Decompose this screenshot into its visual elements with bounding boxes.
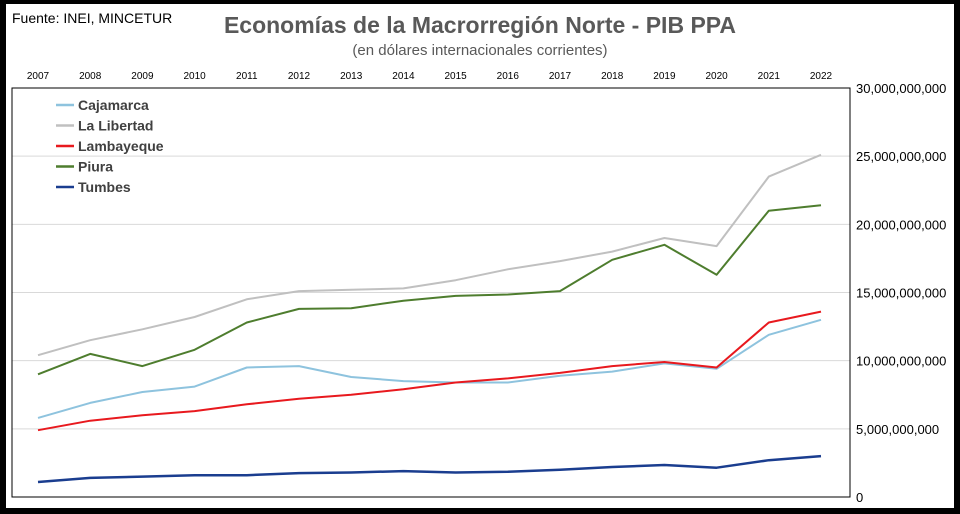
x-tick-label: 2007 [27, 71, 50, 82]
x-tick-label: 2022 [810, 71, 833, 82]
x-tick-label: 2010 [183, 71, 206, 82]
y-tick-label: 20,000,000,000 [856, 217, 946, 232]
y-tick-label: 15,000,000,000 [856, 286, 946, 301]
series-line-la-libertad [37, 153, 822, 357]
x-tick-label: 2017 [549, 71, 572, 82]
x-tick-label: 2012 [288, 71, 311, 82]
y-tick-label: 10,000,000,000 [856, 354, 946, 369]
x-tick-label: 2008 [79, 71, 102, 82]
legend-label: Tumbes [78, 179, 131, 195]
chart-subtitle: (en dólares internacionales corrientes) [352, 42, 608, 59]
source-note: Fuente: INEI, MINCETUR [12, 10, 173, 26]
x-tick-label: 2014 [392, 71, 415, 82]
x-tick-label: 2015 [444, 71, 467, 82]
y-tick-label: 25,000,000,000 [856, 149, 946, 164]
x-tick-label: 2018 [601, 71, 624, 82]
series-line-piura [37, 204, 822, 376]
legend-label: Cajamarca [78, 97, 149, 113]
series-line-tumbes [37, 454, 822, 484]
chart-title: Economías de la Macrorregión Norte - PIB… [223, 12, 737, 38]
x-tick-label: 2020 [705, 71, 728, 82]
legend-label: Piura [78, 159, 113, 175]
chart-frame: Fuente: INEI, MINCETUR Economías de la M… [6, 4, 954, 508]
x-tick-label: 2009 [131, 71, 154, 82]
y-tick-label: 5,000,000,000 [856, 422, 939, 437]
y-tick-label: 0 [856, 490, 863, 505]
legend-label: La Libertad [78, 118, 153, 134]
y-tick-label: 30,000,000,000 [856, 81, 946, 96]
x-tick-label: 2021 [758, 71, 781, 82]
x-tick-label: 2016 [497, 71, 520, 82]
x-tick-label: 2013 [340, 71, 363, 82]
x-tick-label: 2011 [236, 71, 258, 82]
line-chart: 0 5,000,000,000 10,000,000,000 15,000,000,0… [11, 71, 946, 505]
legend-label: Lambayeque [78, 138, 164, 154]
series-line-lambayeque [37, 310, 822, 432]
plot-area-border [11, 87, 851, 498]
x-tick-label: 2019 [653, 71, 676, 82]
series-line-cajamarca [37, 318, 822, 419]
